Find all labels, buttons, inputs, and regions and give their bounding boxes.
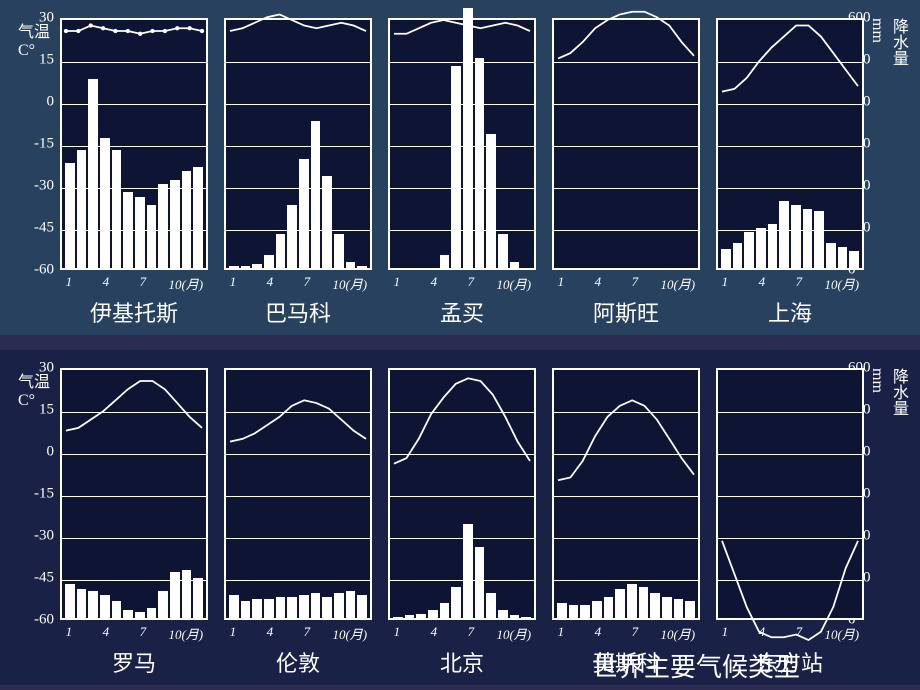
- temp-line: [718, 20, 862, 268]
- climate-panel: 14710(月)上海: [716, 18, 864, 318]
- temp-line: [62, 20, 206, 268]
- temp-line: [62, 370, 206, 618]
- plot-area: [716, 18, 864, 270]
- plot-area: [60, 368, 208, 620]
- main-title: 世界主要气候类型: [592, 647, 800, 684]
- climate-panel: 14710(月)阿斯旺: [552, 18, 700, 318]
- temp-line: [390, 20, 534, 268]
- plot-area: [60, 18, 208, 270]
- month-axis: 14710(月): [552, 624, 700, 642]
- plot-area: [388, 18, 536, 270]
- city-name: 北京: [388, 646, 536, 678]
- plot-area: [552, 368, 700, 620]
- climate-panel: 14710(月)孟买: [388, 18, 536, 318]
- month-axis: 14710(月): [552, 274, 700, 292]
- charts-row-0: 14710(月)伊基托斯14710(月)巴马科14710(月)孟买14710(月…: [60, 18, 864, 318]
- city-name: 罗马: [60, 646, 208, 678]
- month-axis: 14710(月): [224, 624, 372, 642]
- plot-area: [224, 18, 372, 270]
- climate-panel: 14710(月)东方站: [716, 368, 864, 668]
- climate-panel: 14710(月)伦敦: [224, 368, 372, 668]
- city-name: 阿斯旺: [552, 296, 700, 328]
- climate-panel: 14710(月)伊基托斯: [60, 18, 208, 318]
- climate-panel: 14710(月)北京: [388, 368, 536, 668]
- city-name: 巴马科: [224, 296, 372, 328]
- temp-line: [554, 370, 698, 618]
- plot-area: [552, 18, 700, 270]
- city-name: 上海: [716, 296, 864, 328]
- temp-line: [226, 370, 370, 618]
- climate-panel: 14710(月)莫斯科: [552, 368, 700, 668]
- temp-ticks-top: 30150-15-30-45-60: [20, 18, 54, 270]
- temp-line: [390, 370, 534, 618]
- climate-panel: 14710(月)巴马科: [224, 18, 372, 318]
- charts-row-1: 14710(月)罗马14710(月)伦敦14710(月)北京14710(月)莫斯…: [60, 368, 864, 668]
- temp-line: [718, 370, 862, 618]
- city-name: 伊基托斯: [60, 296, 208, 328]
- month-axis: 14710(月): [716, 624, 864, 642]
- month-axis: 14710(月): [60, 624, 208, 642]
- plot-area: [388, 368, 536, 620]
- bottom-row: 气温 C° 30150-15-30-45-60 降水量 mm 600500400…: [0, 350, 920, 685]
- temp-line: [554, 20, 698, 268]
- city-name: 孟买: [388, 296, 536, 328]
- temp-ticks-bottom: 30150-15-30-45-60: [20, 368, 54, 620]
- month-axis: 14710(月): [716, 274, 864, 292]
- month-axis: 14710(月): [388, 274, 536, 292]
- city-name: 伦敦: [224, 646, 372, 678]
- temp-line: [226, 20, 370, 268]
- climate-panel: 14710(月)罗马: [60, 368, 208, 668]
- top-row: 气温 C° 30150-15-30-45-60 降水量 mm 600500400…: [0, 0, 920, 335]
- month-axis: 14710(月): [388, 624, 536, 642]
- month-axis: 14710(月): [224, 274, 372, 292]
- plot-area: [224, 368, 372, 620]
- month-axis: 14710(月): [60, 274, 208, 292]
- plot-area: [716, 368, 864, 620]
